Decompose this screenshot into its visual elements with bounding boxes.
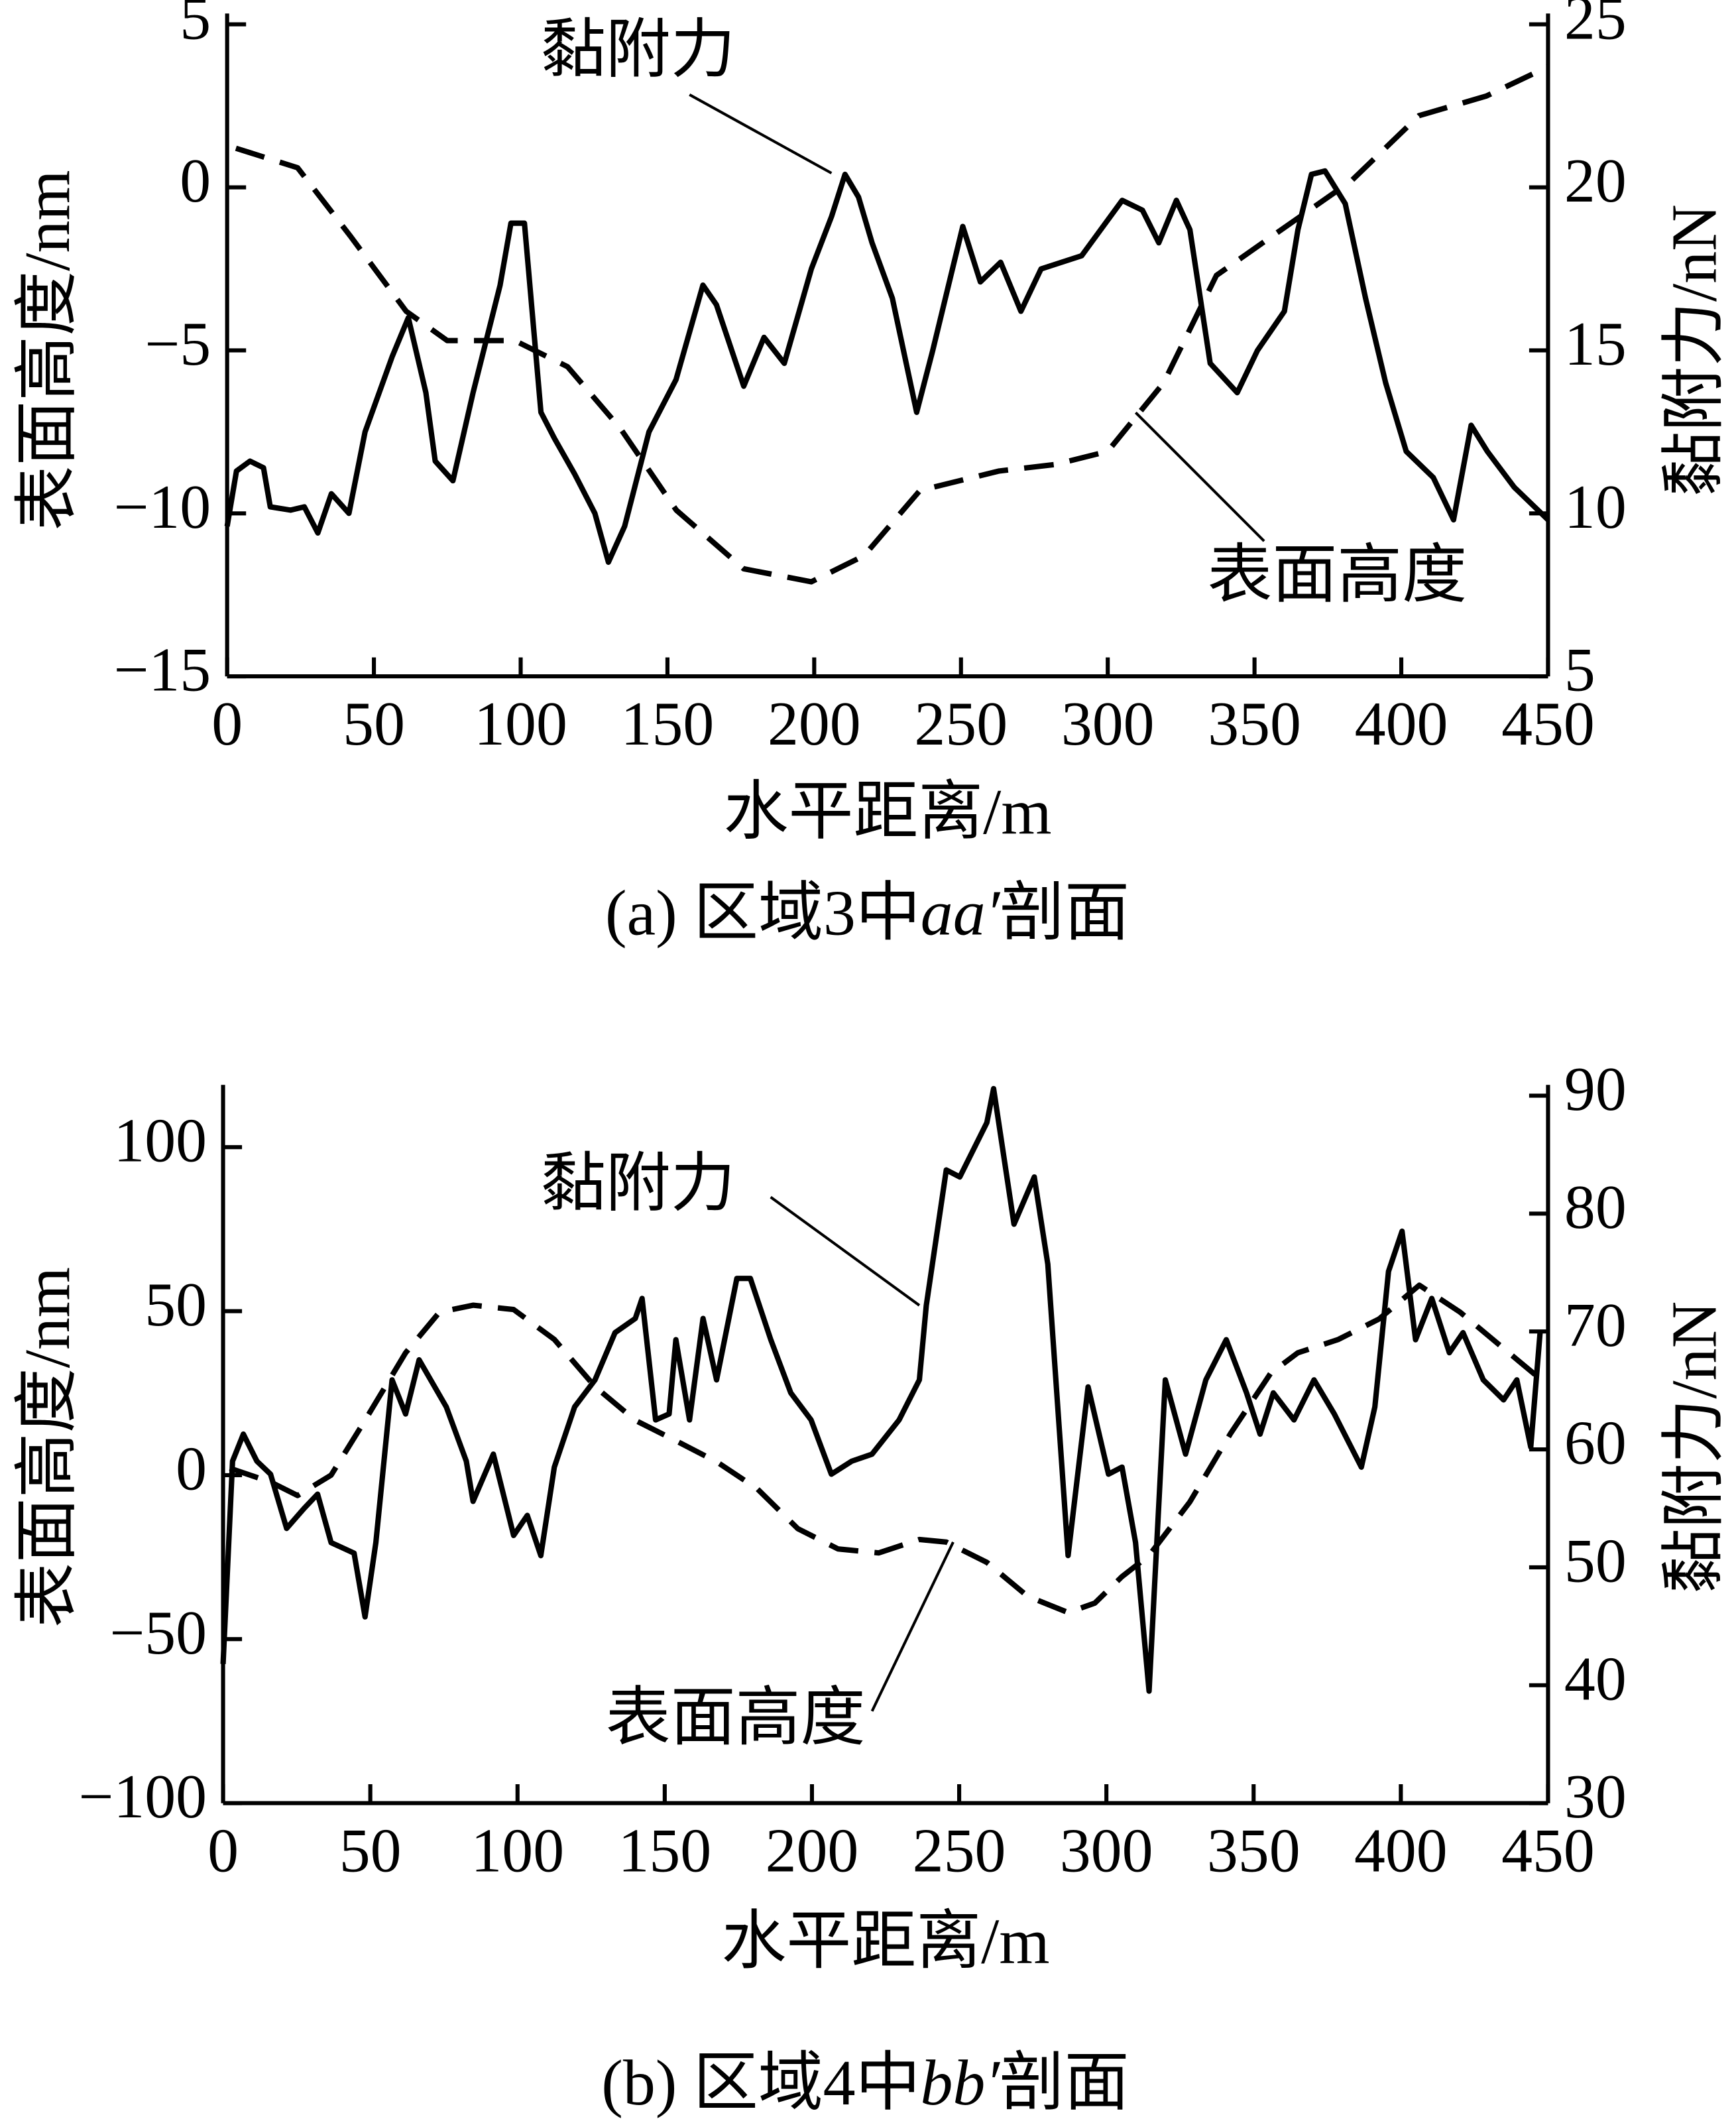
y-axis-label: 表面高度/nm	[12, 170, 84, 530]
series-label: 表面高度	[606, 1683, 866, 1754]
y-tick-label: 0	[176, 1434, 207, 1503]
x-tick-label: 100	[474, 690, 567, 758]
x-tick-label: 300	[1060, 1817, 1153, 1886]
x-tick-label: 150	[618, 1817, 711, 1886]
series-line	[229, 1282, 1543, 1616]
annotation-leader	[689, 93, 833, 174]
y2-tick-label: 5	[1564, 636, 1595, 705]
y-tick-label: −5	[145, 310, 211, 379]
x-tick-label: 100	[471, 1817, 564, 1886]
y-tick-label: −50	[109, 1599, 207, 1667]
y-tick-label: 0	[180, 147, 211, 215]
series-label: 黏附力	[541, 15, 736, 86]
x-tick-label: 250	[913, 1817, 1006, 1886]
y2-tick-label: 30	[1564, 1762, 1627, 1831]
x-axis-label: 水平距离/m	[722, 1906, 1050, 1977]
x-tick-label: 50	[343, 690, 405, 758]
y-tick-label: 50	[145, 1270, 207, 1339]
x-tick-label: 0	[211, 690, 243, 758]
annotation-leader	[870, 1541, 955, 1712]
y2-tick-label: 20	[1564, 147, 1627, 215]
annotation-leader	[770, 1195, 921, 1307]
caption-part: 剖面	[1000, 878, 1129, 949]
y2-tick-label: 40	[1564, 1644, 1627, 1713]
y-tick-label: 100	[113, 1107, 207, 1176]
x-tick-label: 150	[621, 690, 715, 758]
x-tick-label: 450	[1501, 1817, 1595, 1886]
x-tick-label: 350	[1207, 1817, 1301, 1886]
y-tick-label: 5	[180, 0, 211, 52]
series-line	[235, 64, 1550, 585]
x-tick-label: 200	[768, 690, 861, 758]
series-line	[224, 168, 1550, 565]
y2-tick-label: 60	[1564, 1409, 1627, 1478]
x-tick-label: 0	[207, 1817, 239, 1886]
caption: (b) 区域4中bb′剖面	[601, 2048, 1129, 2120]
y2-axis-label: 黏附力/nN	[1658, 1302, 1730, 1594]
y2-tick-label: 90	[1564, 1055, 1627, 1124]
stage: 0 50 100 150 200 250 300 350 400 450−15−10−505510…	[12, 0, 1730, 2120]
x-tick-label: 400	[1354, 1817, 1448, 1886]
x-tick-label: 300	[1061, 690, 1155, 758]
y2-tick-label: 70	[1564, 1291, 1627, 1360]
y-tick-label: −100	[78, 1762, 207, 1831]
series-line	[220, 1085, 1543, 1694]
x-axis-label: 水平距离/m	[724, 776, 1052, 848]
y2-tick-label: 50	[1564, 1526, 1627, 1595]
series-label: 黏附力	[541, 1148, 736, 1220]
x-tick-label: 50	[339, 1817, 402, 1886]
caption: (a) 区域3中aa′剖面	[605, 878, 1129, 949]
annotation-leader	[1134, 411, 1265, 542]
x-tick-label: 450	[1501, 690, 1595, 758]
y2-axis-label: 黏附力/nN	[1658, 204, 1730, 497]
y2-tick-label: 15	[1564, 310, 1627, 379]
y-tick-label: −10	[113, 473, 211, 542]
y2-tick-label: 80	[1564, 1173, 1627, 1242]
x-tick-label: 350	[1208, 690, 1301, 758]
caption-part: (b) 区域4中	[601, 2048, 920, 2120]
series-label: 表面高度	[1207, 540, 1467, 611]
y2-tick-label: 10	[1564, 473, 1627, 542]
caption-part: 剖面	[1000, 2048, 1129, 2120]
y-axis-label: 表面高度/nm	[12, 1267, 84, 1628]
x-tick-label: 400	[1355, 690, 1448, 758]
caption-part: aa′	[921, 878, 1001, 949]
caption-part: bb′	[920, 2048, 1000, 2120]
y2-tick-label: 25	[1564, 0, 1627, 52]
caption-part: (a) 区域3中	[605, 878, 921, 949]
y-tick-label: −15	[113, 636, 211, 705]
x-tick-label: 200	[766, 1817, 859, 1886]
x-tick-label: 250	[914, 690, 1008, 758]
